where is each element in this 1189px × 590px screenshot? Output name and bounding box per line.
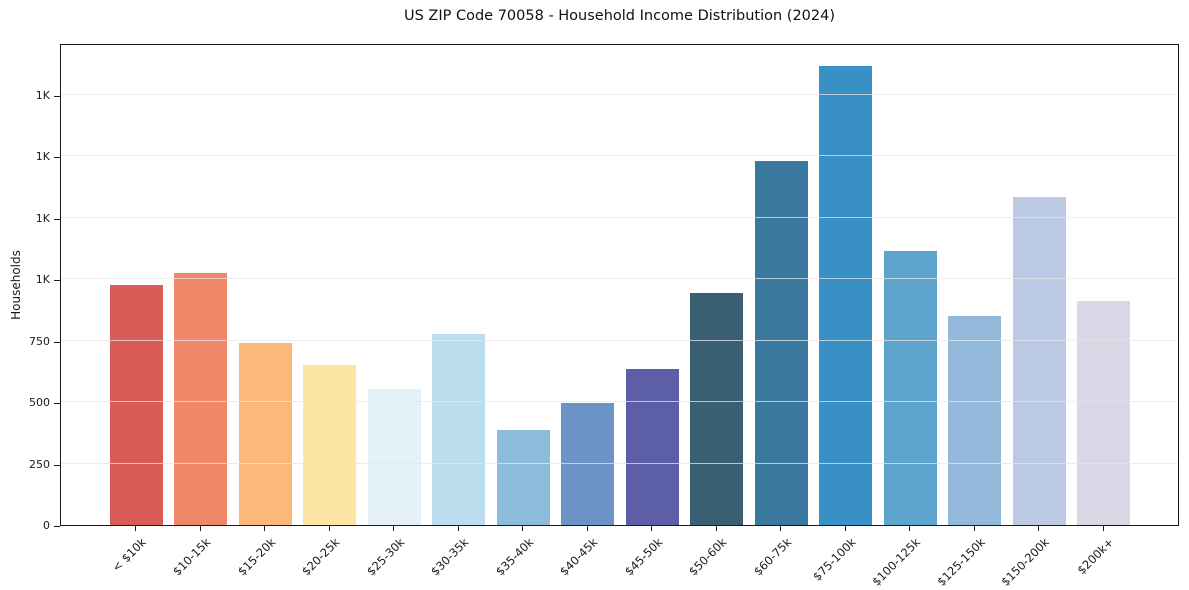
x-tick-label-text: $100-125k — [869, 535, 924, 589]
gridline — [61, 216, 1178, 218]
x-tick-mark — [199, 526, 201, 531]
x-tick-label-text: $50-60k — [686, 535, 730, 579]
y-tick-label: 1K — [35, 273, 50, 287]
x-tick-label-text: $200k+ — [1074, 535, 1117, 578]
y-tick-mark — [54, 157, 60, 159]
x-tick-mark — [393, 526, 395, 531]
chart-title: US ZIP Code 70058 - Household Income Dis… — [403, 8, 836, 24]
x-tick-mark — [522, 526, 524, 531]
y-tick-mark — [54, 95, 60, 97]
x-tick-label-text: $20-25k — [299, 535, 343, 579]
x-tick-label-text: $125-150k — [934, 535, 988, 589]
bar — [1077, 301, 1131, 525]
y-tick-mark — [54, 526, 60, 527]
y-tick-mark — [54, 341, 60, 343]
x-tick-mark — [328, 526, 330, 531]
bar — [432, 334, 486, 525]
bar — [238, 343, 292, 525]
y-tick-mark — [54, 218, 60, 220]
y-tick-label: 750 — [29, 334, 50, 348]
y-tick-mark — [54, 403, 60, 404]
gridline — [61, 339, 1178, 341]
x-tick-mark — [586, 526, 588, 531]
bar — [496, 430, 550, 525]
y-tick-label: 500 — [29, 396, 50, 409]
gridline — [61, 462, 1178, 464]
bar — [690, 292, 744, 525]
gridline — [61, 93, 1178, 95]
x-tick-label-text: $40-45k — [557, 535, 601, 579]
bar — [561, 403, 615, 525]
y-tick-label: 250 — [29, 457, 50, 471]
bar — [109, 285, 163, 525]
x-tick-label-text: $150-200k — [998, 535, 1053, 589]
x-tick-label-text: < $10k — [109, 535, 149, 575]
x-tick-mark — [651, 526, 653, 531]
y-tick-mark — [54, 464, 60, 466]
x-tick-mark — [973, 526, 975, 531]
bar — [754, 161, 808, 525]
bar — [625, 369, 679, 525]
bar — [948, 316, 1002, 525]
x-tick-mark — [844, 526, 846, 531]
x-tick-label-text: $10-15k — [169, 535, 214, 579]
bar — [1012, 196, 1066, 525]
bar — [303, 365, 357, 525]
bar — [819, 66, 873, 525]
x-tick-label-text: $60-75k — [750, 535, 795, 579]
bar — [174, 272, 228, 525]
y-tick-label: 0 — [43, 519, 50, 532]
bar — [883, 250, 937, 525]
x-tick-mark — [264, 526, 266, 531]
x-tick-label-text: $25-30k — [363, 535, 407, 579]
y-tick-label: 1K — [35, 211, 50, 225]
x-tick-mark — [1103, 526, 1104, 531]
y-tick-label: 1K — [35, 150, 50, 164]
gridline — [61, 155, 1178, 157]
gridline — [61, 401, 1178, 402]
y-tick-label: 1K — [35, 88, 50, 102]
x-tick-mark — [135, 526, 136, 531]
x-tick-label-text: $15-20k — [234, 535, 278, 579]
x-tick-label-text: $75-100k — [810, 535, 859, 584]
x-tick-label-text: $30-35k — [428, 535, 472, 579]
x-tick-mark — [909, 526, 911, 531]
y-tick-mark — [54, 280, 60, 282]
x-tick-mark — [457, 526, 459, 531]
x-tick-label-text: $35-40k — [492, 535, 537, 579]
gridline — [61, 278, 1178, 280]
x-tick-label-text: $45-50k — [621, 535, 666, 579]
plot-area — [60, 44, 1179, 526]
x-tick-mark — [780, 526, 782, 531]
x-tick-mark — [1038, 526, 1040, 531]
x-tick-mark — [715, 526, 717, 531]
bar — [367, 388, 421, 525]
